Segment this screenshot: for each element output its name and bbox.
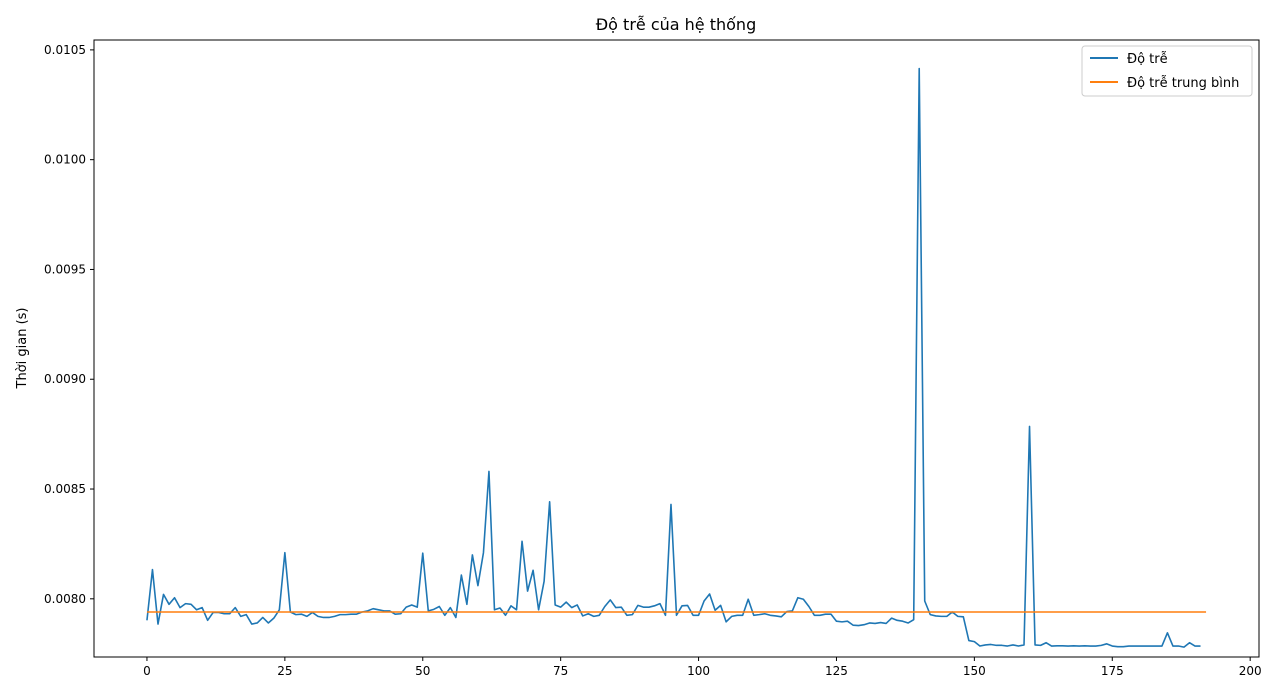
y-tick-label: 0.0085 [44,482,86,496]
legend-label-1: Độ trễ trung bình [1127,76,1239,91]
series-line-0 [146,67,1201,648]
y-tick-label: 0.0095 [44,262,86,276]
legend-label-0: Độ trễ [1127,52,1168,67]
legend-box [1081,45,1253,97]
x-tick-label: 150 [963,664,986,678]
y-tick-label: 0.0100 [44,153,86,167]
legend: Độ trễ Độ trễ trung bình [1081,45,1253,97]
x-tick-label: 175 [1101,664,1124,678]
y-tick-label: 0.0080 [44,592,86,606]
chart-title: Độ trễ của hệ thống [596,15,756,34]
y-tick-label: 0.0090 [44,372,86,386]
x-tick-label: 200 [1239,664,1262,678]
x-tick-label: 125 [825,664,848,678]
x-tick-label: 100 [687,664,710,678]
y-axis-label: Thời gian (s) [15,308,30,390]
y-tick-label: 0.0105 [44,43,86,57]
x-tick-label: 0 [143,664,151,678]
x-tick-label: 25 [277,664,292,678]
x-tick-label: 50 [415,664,430,678]
x-tick-label: 75 [553,664,568,678]
plot-frame [93,39,1260,658]
